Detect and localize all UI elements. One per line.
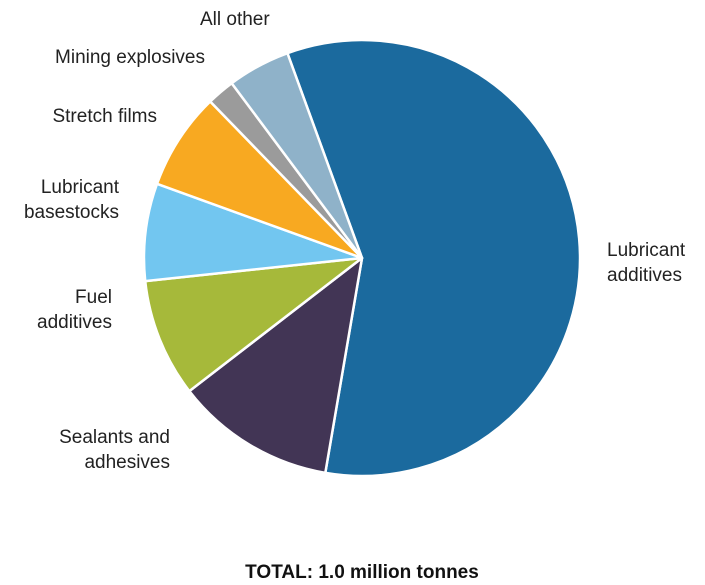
- slice-label-stretch-films: Stretch films: [52, 106, 157, 127]
- slice-label-all-other: All other: [200, 9, 270, 30]
- slice-label-lubricant-basestocks: Lubricant basestocks: [24, 177, 120, 223]
- pie-slices: [142, 38, 582, 478]
- pie-slice-all-other: [230, 51, 364, 260]
- slice-label-fuel-additives: Fuel additives: [37, 287, 112, 333]
- pie-slice-lubricant-basestocks: [142, 182, 364, 283]
- pie-slice-fuel-additives: [143, 256, 364, 393]
- slice-label-sealants-and-adhesives: Sealants and adhesives: [59, 427, 170, 473]
- slice-label-mining-explosives: Mining explosives: [55, 47, 205, 68]
- pie-slice-sealants-and-adhesives: [188, 256, 364, 475]
- slice-label-lubricant-additives: Lubricant additives: [607, 240, 686, 286]
- slice-labels: Lubricant additives Sealants and adhesives F…: [24, 9, 686, 473]
- pie-slice-lubricant-additives: [286, 38, 582, 478]
- total-label: TOTAL: 1.0 million tonnes: [245, 562, 479, 583]
- pie-slice-stretch-films: [155, 100, 364, 260]
